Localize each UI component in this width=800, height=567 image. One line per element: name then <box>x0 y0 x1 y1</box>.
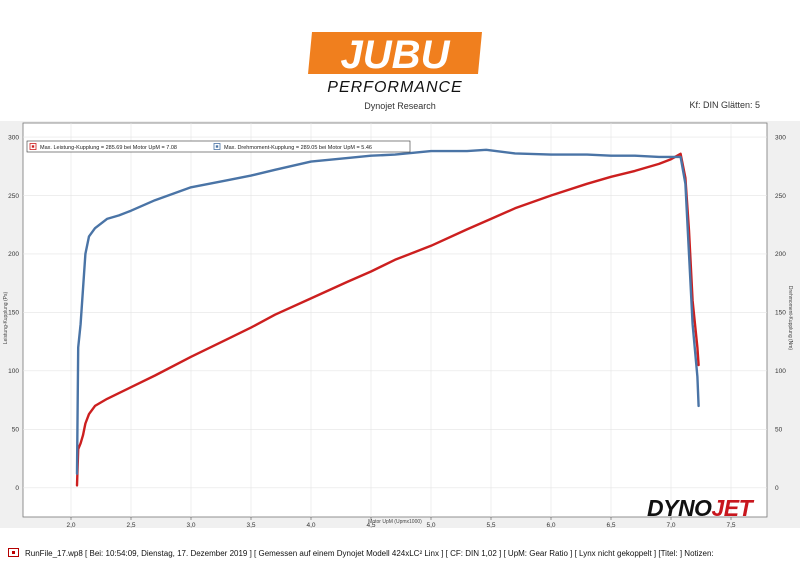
x-tick-label: 2,5 <box>126 522 135 528</box>
run-color-icon <box>8 548 19 557</box>
dynojet-part-jet: JET <box>711 495 754 520</box>
x-tick-label: 6,5 <box>606 522 615 528</box>
y-tick-label-left: 100 <box>8 368 19 375</box>
dynojet-logo: DYNOJET <box>647 495 755 520</box>
x-tick-label: 2,0 <box>66 522 75 528</box>
legend-label-torque: Max. Drehmoment-Kupplung = 289.05 bei Mo… <box>224 145 372 151</box>
y-tick-label-left: 50 <box>12 427 20 434</box>
x-axis-ticks: 2,0 2,5 3,0 3,5 4,0 4,5 5,0 5,5 6,0 6,5 7,0 7,5 <box>66 517 736 528</box>
x-axis-title: Motor UpM (Upmx1000) <box>368 519 422 525</box>
y-tick-label-left: 250 <box>8 193 19 200</box>
jubu-logo: JUBU PERFORMANCE <box>308 32 482 96</box>
torque-curve-line <box>75 148 700 475</box>
run-info-text: RunFile_17.wp8 [ Bei: 10:54:09, Dienstag… <box>25 549 714 558</box>
x-tick-label: 4,0 <box>306 522 315 528</box>
legend-label-power: Max. Leistung-Kupplung = 285.69 bei Moto… <box>40 145 177 151</box>
dyno-chart: 2,0 2,5 3,0 3,5 4,0 4,5 5,0 5,5 6,0 6,5 7,0 7,5 0 50… <box>0 121 800 528</box>
chart-subtitle: Dynojet Research <box>364 101 436 111</box>
logo-subtext: PERFORMANCE <box>327 79 462 96</box>
y-axis-right-title: Drehmoment-Kupplung (Nm) <box>787 286 793 351</box>
dynojet-part-dyno: DYNO <box>647 495 712 520</box>
y-tick-label-right: 0 <box>775 485 779 492</box>
y-axis-left-title: Leistung-Kupplung (Ps) <box>3 292 9 345</box>
y-tick-label-left: 0 <box>15 485 19 492</box>
y-tick-label-right: 200 <box>775 251 786 258</box>
x-tick-label: 3,5 <box>246 522 255 528</box>
y-tick-label-left: 300 <box>8 134 19 141</box>
grid-lines <box>23 123 767 517</box>
logo-text: JUBU <box>341 33 451 77</box>
x-tick-label: 5,0 <box>426 522 435 528</box>
plot-area <box>22 122 768 518</box>
legend: Max. Leistung-Kupplung = 285.69 bei Moto… <box>26 140 411 153</box>
y-tick-label-left: 150 <box>8 310 19 317</box>
x-tick-label: 7,0 <box>666 522 675 528</box>
y-tick-label-right: 100 <box>775 368 786 375</box>
y-axis-right-ticks: 0 50 100 150 200 250 300 <box>775 134 786 492</box>
x-tick-label: 3,0 <box>186 522 195 528</box>
data-series <box>75 148 700 487</box>
logo-badge <box>308 32 482 74</box>
x-tick-label: 4,5 <box>366 522 375 528</box>
x-tick-label: 5,5 <box>486 522 495 528</box>
legend-swatch-power-fill <box>31 145 35 148</box>
correction-factor-label: Kf: DIN Glätten: 5 <box>689 100 760 110</box>
y-tick-label-left: 200 <box>8 251 19 258</box>
y-tick-label-right: 250 <box>775 193 786 200</box>
legend-swatch-torque-fill <box>215 145 219 148</box>
y-tick-label-right: 50 <box>775 427 783 434</box>
x-tick-label: 6,0 <box>546 522 555 528</box>
y-axis-left-ticks: 0 50 100 150 200 250 300 <box>8 134 19 492</box>
run-info-footer: RunFile_17.wp8 [ Bei: 10:54:09, Dienstag… <box>8 548 798 562</box>
x-tick-label: 7,5 <box>726 522 735 528</box>
y-tick-label-right: 150 <box>775 310 786 317</box>
y-tick-label-right: 300 <box>775 134 786 141</box>
dynojet-text: DYNOJET <box>647 495 755 520</box>
